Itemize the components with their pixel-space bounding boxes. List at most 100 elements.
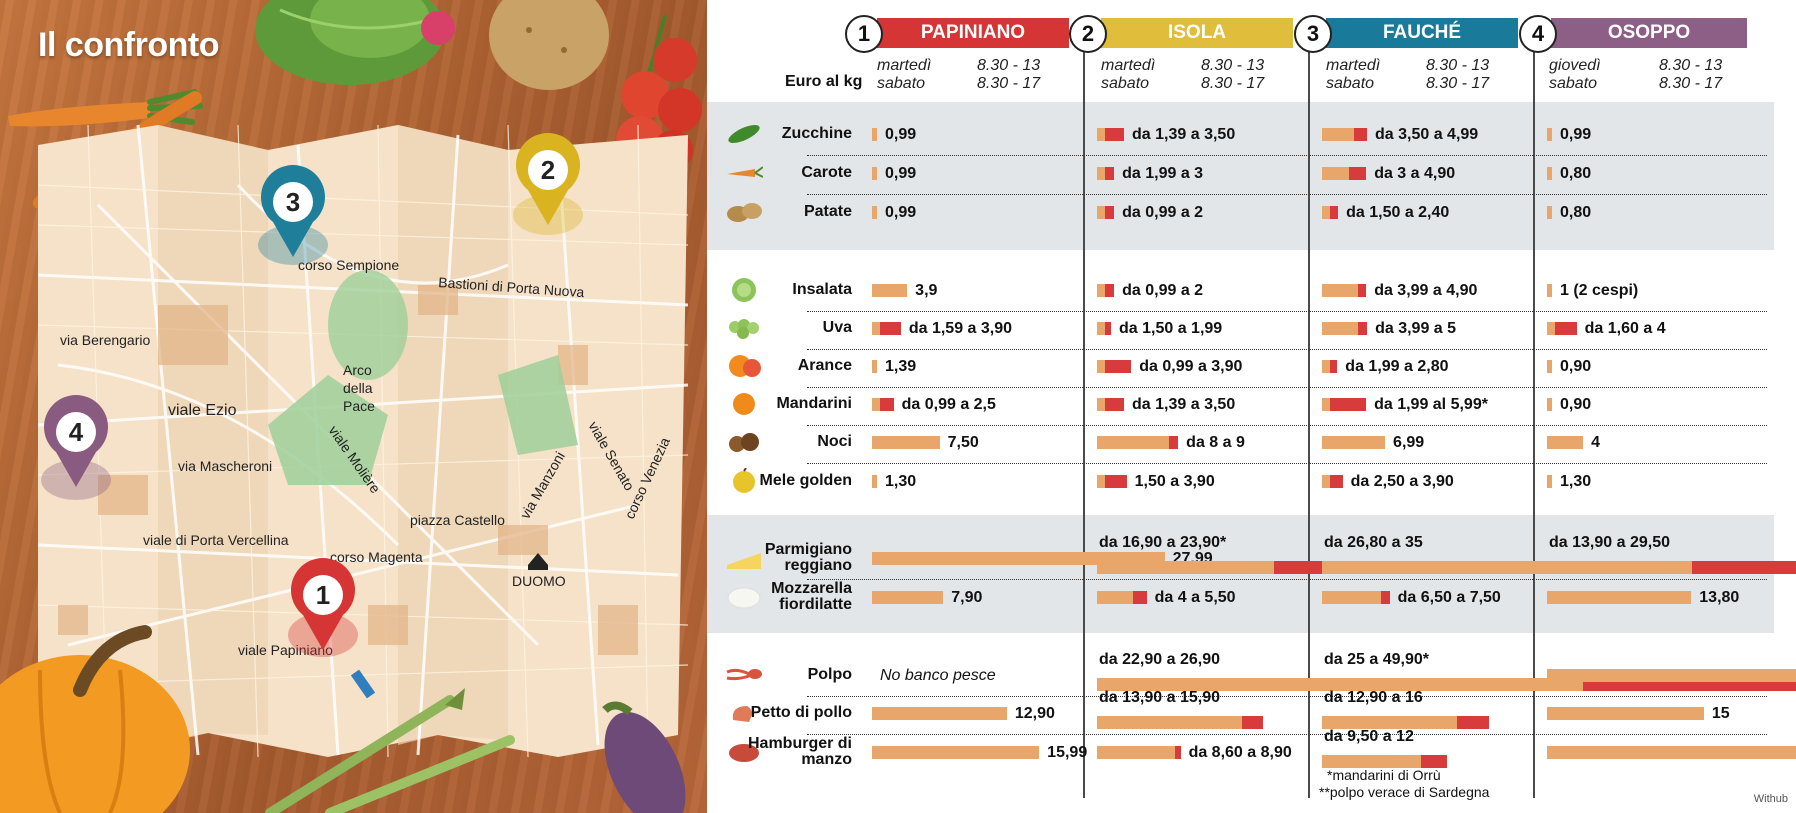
price-value: da 2,50 a 3,90 xyxy=(1350,473,1454,490)
street-label: piazza Castello xyxy=(410,512,505,528)
price-bar xyxy=(1547,128,1552,141)
opening-day: sabato xyxy=(877,75,926,92)
product-name: Mozzarella fiordilatte xyxy=(771,580,852,613)
street-label: corso Sempione xyxy=(298,257,399,273)
price-bar-min xyxy=(1097,128,1105,141)
price-value: da 1,50 a 1,99 xyxy=(1119,320,1223,337)
price-value: 6,99 xyxy=(1393,434,1425,451)
price-bar-min xyxy=(1097,360,1105,373)
product-name: Hamburger di manzo xyxy=(747,735,852,768)
map-pin-1[interactable]: 1 xyxy=(288,558,358,657)
street-label: Pace xyxy=(343,398,375,414)
price-bar xyxy=(1547,206,1552,219)
price-value: da 1,99 a 3 xyxy=(1122,165,1204,182)
street-label: Arco xyxy=(343,362,372,378)
opening-time: 8.30 - 17 xyxy=(1426,75,1490,92)
price-value: da 26,80 a 35 xyxy=(1324,534,1423,551)
price-bar-min xyxy=(1322,755,1422,768)
price-bar xyxy=(1547,746,1796,759)
product-name: Insalata xyxy=(792,281,852,298)
group-band xyxy=(707,102,1774,250)
price-bar-max xyxy=(1105,398,1125,411)
product-name: Mandarini xyxy=(776,395,852,412)
price-bar-max xyxy=(1169,436,1179,449)
spinach-illustration xyxy=(255,0,445,85)
price-value: 1,30 xyxy=(1560,473,1592,490)
price-value: da 0,99 a 2 xyxy=(1122,282,1204,299)
opening-time: 8.30 - 13 xyxy=(1426,57,1490,74)
price-bar-max xyxy=(880,398,894,411)
price-bar-min xyxy=(1097,746,1175,759)
octopus-icon xyxy=(726,668,762,681)
price-bar-max xyxy=(1421,755,1448,768)
product-name: Arance xyxy=(797,357,852,374)
price-bar-max xyxy=(1349,167,1367,180)
price-bar-min xyxy=(1097,678,1337,691)
zucchini-icon xyxy=(728,124,760,144)
price-bar-max xyxy=(1105,167,1115,180)
city-map: corso Sempione Bastioni di Porta Nuova v… xyxy=(38,125,688,757)
product-name: Zucchine xyxy=(781,125,852,142)
chicken-icon xyxy=(732,706,752,722)
price-bar-min xyxy=(1322,128,1354,141)
mozzarella-icon xyxy=(727,587,761,609)
row-divider xyxy=(807,463,1767,464)
price-bar xyxy=(1547,167,1552,180)
price-bar-max xyxy=(1692,561,1796,574)
walnut-icon xyxy=(729,433,759,452)
price-bar-min xyxy=(1097,591,1134,604)
potato-illustration xyxy=(489,0,609,90)
store-name: PAPINIANO xyxy=(877,18,1069,48)
burger-icon xyxy=(729,744,759,762)
opening-day: martedì xyxy=(1326,57,1381,74)
product-name: Carote xyxy=(801,164,852,181)
group-band xyxy=(707,515,1774,633)
price-value: 7,50 xyxy=(947,434,979,451)
map-pin-4[interactable]: 4 xyxy=(41,395,111,500)
product-name: Parmigiano reggiano xyxy=(764,541,852,574)
price-bar-min xyxy=(1097,716,1243,729)
price-bar-max xyxy=(1330,360,1338,373)
price-value: 1,30 xyxy=(885,473,917,490)
price-value: da 6,50 a 7,50 xyxy=(1397,589,1501,606)
street-label: viale di Porta Vercellina xyxy=(143,532,289,548)
pin-number: 3 xyxy=(286,187,300,217)
price-value: da 13,90 a 29,50 xyxy=(1549,534,1670,551)
eggplant-illustration xyxy=(602,701,686,813)
price-value: da 0,99 a 2 xyxy=(1122,204,1204,221)
price-bar-min xyxy=(1322,678,1584,691)
price-value: da 0,99 a 2,5 xyxy=(901,396,996,413)
price-bar xyxy=(1322,436,1386,449)
price-value: 0,99 xyxy=(885,165,917,182)
product-name: Polpo xyxy=(807,666,852,683)
map-pin-3[interactable]: 3 xyxy=(258,165,328,265)
row-divider xyxy=(807,311,1767,312)
store-header: ISOLA 2 xyxy=(1069,15,1297,53)
row-divider xyxy=(807,194,1767,195)
price-value: 0,80 xyxy=(1560,165,1592,182)
price-bar-min xyxy=(1097,561,1274,574)
product-name: Mele golden xyxy=(759,472,852,489)
street-label: corso Magenta xyxy=(330,549,423,565)
price-bar-min xyxy=(872,322,880,335)
opening-day: sabato xyxy=(1326,75,1375,92)
unit-label: Euro al kg xyxy=(785,73,863,90)
price-bar xyxy=(872,128,877,141)
price-value: da 0,99 a 3,90 xyxy=(1139,358,1243,375)
price-value: No banco pesce xyxy=(880,667,996,684)
price-value: da 13,90 a 15,90 xyxy=(1099,689,1220,706)
store-number-badge: 1 xyxy=(845,15,883,53)
price-value: 0,90 xyxy=(1560,396,1592,413)
pin-number: 2 xyxy=(541,155,555,185)
apple-icon xyxy=(733,468,755,493)
map-pin-2[interactable]: 2 xyxy=(513,133,583,235)
price-bar-max xyxy=(1357,284,1367,297)
price-value: da 12,90 a 16 xyxy=(1324,689,1423,706)
street-label: via Berengario xyxy=(60,332,150,348)
price-value: 13,80 xyxy=(1699,589,1740,606)
price-bar xyxy=(872,591,944,604)
price-bar-max xyxy=(1357,322,1368,335)
row-divider xyxy=(807,349,1767,350)
price-value: 0,99 xyxy=(1560,126,1592,143)
price-bar-max xyxy=(1353,128,1367,141)
